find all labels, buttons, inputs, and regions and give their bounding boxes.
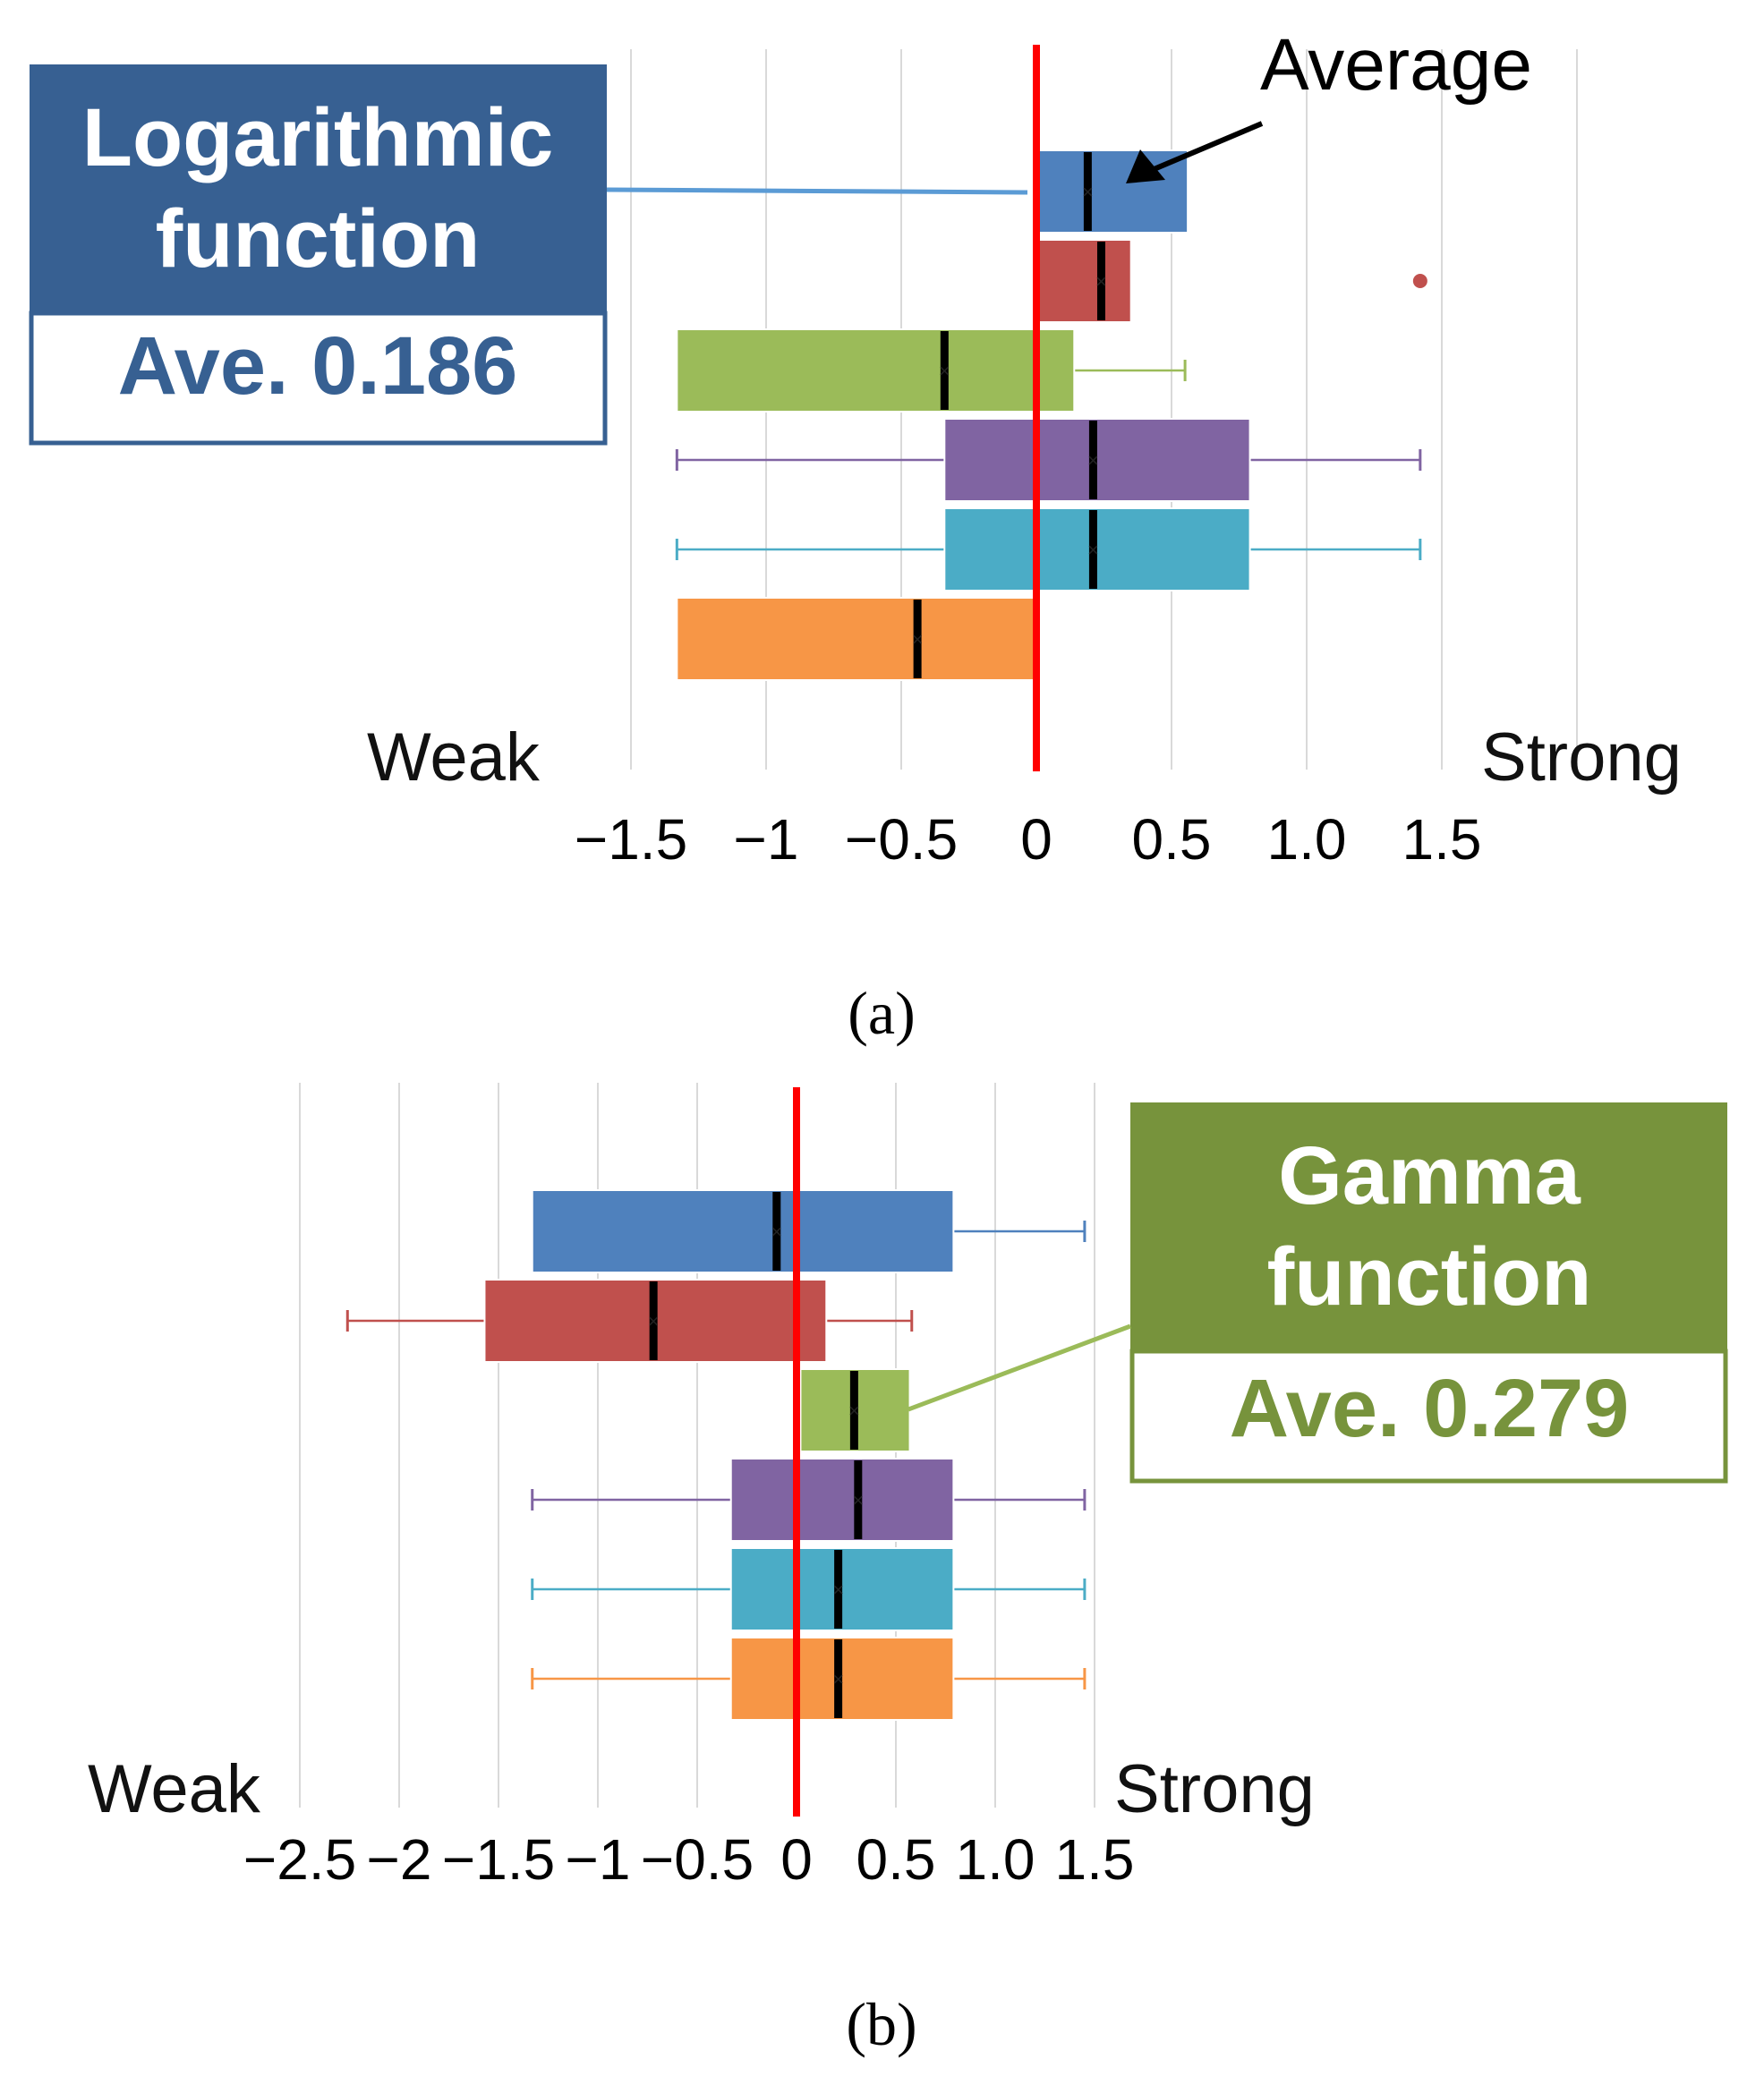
panel-caption: (b) bbox=[846, 1990, 916, 2058]
callout-title-box bbox=[1130, 1102, 1727, 1351]
x-tick-label: 1.5 bbox=[1055, 1827, 1135, 1892]
panel-caption: (a) bbox=[848, 979, 915, 1047]
callout-leader-line bbox=[606, 187, 1028, 195]
mean-marker: × bbox=[832, 1579, 844, 1601]
mean-marker: × bbox=[939, 360, 950, 382]
weak-label: Weak bbox=[88, 1751, 261, 1827]
x-tick-label: −0.5 bbox=[641, 1827, 754, 1892]
callout-title-line2: function bbox=[156, 193, 481, 285]
mean-marker: × bbox=[1087, 539, 1099, 561]
x-tick-label: 0 bbox=[1020, 807, 1052, 872]
callout-average-value: Ave. 0.279 bbox=[1230, 1363, 1630, 1454]
box bbox=[943, 507, 1251, 591]
x-tick-label: −1 bbox=[566, 1827, 631, 1892]
callout: Logarithmic function Ave. 0.186 bbox=[29, 64, 1028, 446]
x-tick-label: −2 bbox=[367, 1827, 432, 1892]
box bbox=[531, 1189, 955, 1273]
mean-marker: × bbox=[771, 1221, 782, 1243]
box bbox=[676, 328, 1076, 413]
x-tick-label: 0.5 bbox=[856, 1827, 936, 1892]
x-tick-label: 0 bbox=[780, 1827, 813, 1892]
mean-marker: × bbox=[912, 628, 924, 651]
callout-title-box bbox=[30, 64, 607, 313]
mean-marker: × bbox=[1087, 449, 1099, 472]
x-tick-label: −2.5 bbox=[243, 1827, 356, 1892]
callout-ave-box bbox=[1129, 1349, 1728, 1484]
x-tick-label: 1.5 bbox=[1402, 807, 1482, 872]
box bbox=[729, 1458, 955, 1542]
average-arrow-head bbox=[1126, 149, 1165, 183]
x-tick-label: −1.5 bbox=[442, 1827, 555, 1892]
average-arrow-shaft bbox=[1144, 121, 1264, 175]
series-5: × bbox=[531, 1547, 1087, 1631]
series-3: × bbox=[676, 328, 1187, 413]
box bbox=[676, 597, 1038, 681]
box bbox=[943, 418, 1251, 502]
series-6: × bbox=[676, 597, 1038, 681]
x-tick-label: 0.5 bbox=[1132, 807, 1212, 872]
callout: Gamma function Ave. 0.279 bbox=[908, 1102, 1728, 1484]
strong-label: Strong bbox=[1114, 1751, 1315, 1827]
strong-label: Strong bbox=[1481, 719, 1682, 796]
mean-marker: × bbox=[852, 1489, 864, 1511]
callout-title-line1: Logarithmic bbox=[82, 92, 553, 183]
weak-label: Weak bbox=[367, 719, 541, 796]
mean-marker: × bbox=[648, 1310, 660, 1332]
mean-marker: × bbox=[848, 1400, 860, 1422]
x-tick-label: −1.5 bbox=[575, 807, 687, 872]
x-tick-label: 1.0 bbox=[956, 1827, 1035, 1892]
outlier-point bbox=[1412, 274, 1427, 288]
callout-ave-box bbox=[29, 311, 608, 446]
panel-b-boxplot: × × × × × × −2.5 −2 −1.5 −1 −0.5 0 0.5 1.0 1.5 Weak Stro… bbox=[88, 1083, 1728, 2058]
series-4: × bbox=[675, 418, 1422, 502]
series-6: × bbox=[531, 1637, 1087, 1721]
callout-title-line1: Gamma bbox=[1278, 1130, 1581, 1221]
callout-title-line2: function bbox=[1267, 1231, 1592, 1323]
series-2: × bbox=[345, 1279, 914, 1363]
average-annotation: Average bbox=[1260, 24, 1532, 106]
x-tick-label: −0.5 bbox=[845, 807, 958, 872]
series-1: × bbox=[531, 1189, 1087, 1273]
mean-marker: × bbox=[1082, 181, 1094, 203]
series-5: × bbox=[675, 507, 1422, 591]
x-tick-label: 1.0 bbox=[1267, 807, 1347, 872]
box bbox=[1035, 239, 1132, 323]
callout-leader-line bbox=[908, 1323, 1131, 1412]
panel-a-boxplot: × × × × × × −1.5 −1 −0.5 0 0.5 1.0 1.5 Weak Strong Loga… bbox=[29, 24, 1682, 1047]
callout-average-value: Ave. 0.186 bbox=[118, 320, 518, 412]
mean-marker: × bbox=[1095, 270, 1107, 293]
series-2: × bbox=[1035, 239, 1427, 323]
series-4: × bbox=[531, 1458, 1087, 1542]
mean-marker: × bbox=[832, 1668, 844, 1690]
series-3: × bbox=[799, 1368, 911, 1452]
x-tick-label: −1 bbox=[734, 807, 799, 872]
